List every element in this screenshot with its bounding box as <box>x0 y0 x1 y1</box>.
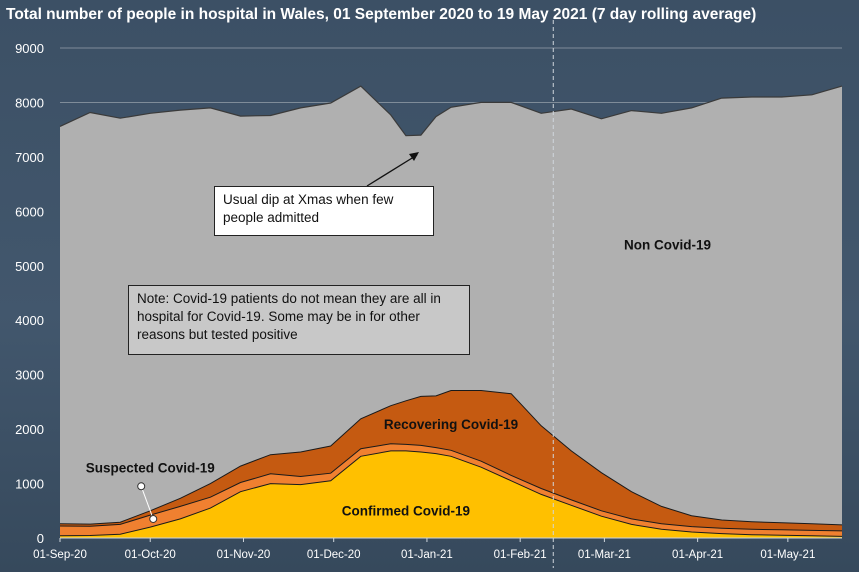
non-covid-label: Non Covid-19 <box>624 237 711 252</box>
xmas-arrow-line <box>366 154 418 187</box>
suspected-pointer-dot <box>137 482 146 491</box>
y-tick-label: 7000 <box>15 150 44 165</box>
recovering-area-edge <box>59 390 843 526</box>
recovering-area <box>60 390 842 531</box>
suspected-pointer-dot <box>149 514 158 523</box>
x-tick-label: 01-Feb-21 <box>494 549 547 561</box>
x-tick-label: 01-Nov-20 <box>217 549 271 561</box>
suspected-pointer-line <box>140 486 154 520</box>
suspected-label: Suspected Covid-19 <box>86 461 215 476</box>
y-tick-label: 8000 <box>15 95 44 110</box>
y-tick-label: 3000 <box>15 368 44 383</box>
xmas-dip-annotation: Usual dip at Xmas when few people admitt… <box>214 186 434 236</box>
suspected-area <box>60 443 842 537</box>
note-annotation: Note: Covid-19 patients do not mean they… <box>128 285 470 355</box>
x-tick-label: 01-Oct-20 <box>125 549 176 561</box>
xmas-arrow-head <box>409 152 419 161</box>
y-tick-label: 1000 <box>15 477 44 492</box>
y-tick-label: 9000 <box>15 41 44 56</box>
x-tick-label: 01-Dec-20 <box>307 549 361 561</box>
chart-title: Total number of people in hospital in Wa… <box>6 6 757 23</box>
y-tick-label: 6000 <box>15 204 44 219</box>
x-tick-label: 01-May-21 <box>760 549 815 561</box>
y-tick-label: 5000 <box>15 259 44 274</box>
suspected-area-edge <box>59 443 843 532</box>
confirmed-label: Confirmed Covid-19 <box>342 504 470 519</box>
x-tick-label: 01-Mar-21 <box>578 549 631 561</box>
y-tick-label: 4000 <box>15 313 44 328</box>
x-tick-label: 01-Jan-21 <box>401 549 453 561</box>
recovering-label: Recovering Covid-19 <box>384 417 518 432</box>
x-tick-label: 01-Apr-21 <box>672 549 723 561</box>
non-covid-area-edge <box>59 85 843 137</box>
y-tick-label: 0 <box>37 531 44 546</box>
confirmed-area-edge <box>59 450 843 537</box>
x-tick-label: 01-Sep-20 <box>33 549 87 561</box>
y-tick-label: 2000 <box>15 422 44 437</box>
confirmed-area <box>60 450 842 538</box>
